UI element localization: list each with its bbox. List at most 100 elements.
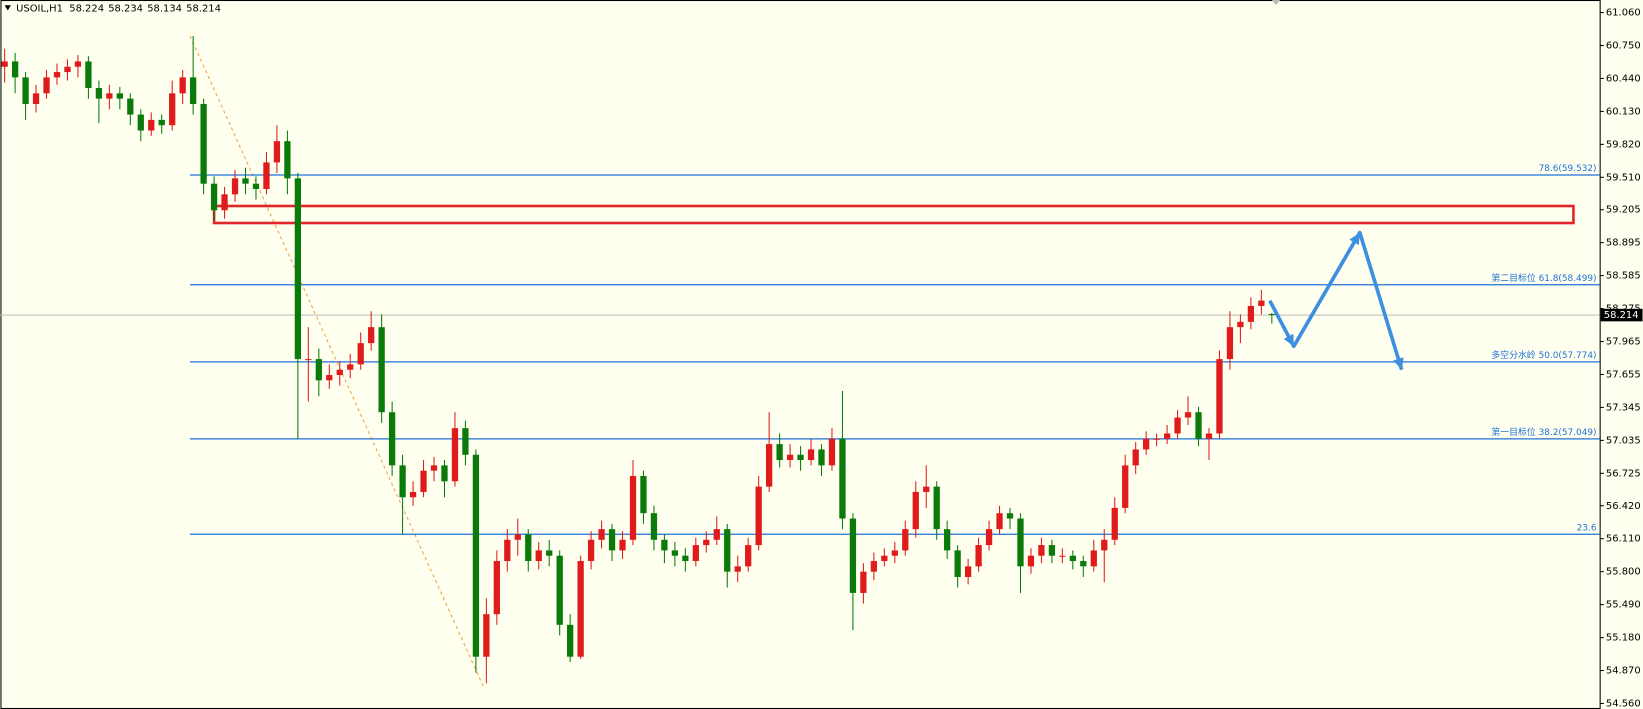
quote-high: 58.234	[108, 3, 143, 14]
candle-body	[1216, 359, 1223, 434]
y-tick-label: 55.490	[1606, 600, 1641, 611]
candle-body	[996, 513, 1003, 530]
candle-body	[1143, 438, 1150, 450]
candle-body	[1268, 314, 1275, 316]
candle-body	[891, 550, 898, 556]
candle-body	[399, 465, 406, 498]
candle-body	[263, 162, 270, 189]
y-tick-label: 56.420	[1606, 501, 1641, 512]
candle-body	[556, 555, 563, 625]
projection-path	[1268, 230, 1404, 371]
candle-body	[420, 470, 427, 492]
candle-body	[1226, 327, 1234, 360]
candle-body	[828, 438, 836, 466]
candle-body	[839, 438, 846, 519]
candle-body	[755, 486, 762, 546]
candle-body	[818, 449, 825, 466]
candle-body	[284, 141, 291, 179]
candle-body	[629, 475, 637, 540]
candle-body	[640, 475, 647, 514]
candle-body	[577, 561, 584, 657]
candle-body	[1, 61, 8, 67]
candle-body	[682, 555, 689, 562]
candle-body	[745, 545, 752, 567]
fib-label: 78.6(59.532)	[1539, 164, 1597, 174]
candle-body	[462, 428, 469, 455]
candle-body	[1080, 561, 1087, 567]
candle-body	[305, 359, 312, 361]
candle-body	[671, 550, 679, 556]
candle-body	[598, 529, 605, 540]
y-tick-label: 54.870	[1606, 666, 1641, 677]
candle-body	[451, 428, 459, 482]
candle-body	[1059, 555, 1066, 557]
candle-body	[504, 539, 511, 562]
candle-body	[106, 93, 113, 99]
candle-body	[179, 77, 186, 94]
candle-body	[200, 103, 207, 184]
candle-body	[53, 72, 61, 78]
candle-body	[1101, 539, 1108, 551]
candle-body	[734, 566, 741, 572]
candle-body	[881, 555, 888, 562]
candle-body	[148, 119, 155, 131]
y-tick-label: 60.440	[1606, 73, 1641, 84]
candle-body	[1027, 555, 1035, 567]
candle-body	[1205, 433, 1213, 439]
candle-body	[347, 364, 354, 370]
candle-body	[137, 114, 144, 131]
candle-body	[294, 178, 302, 360]
y-tick-label: 60.130	[1606, 106, 1641, 117]
candle-body	[619, 539, 626, 551]
candle-body	[378, 327, 385, 413]
candle-body	[169, 93, 176, 126]
fib-label: 多空分水岭 50.0(57.774)	[1491, 349, 1596, 361]
candle-body	[923, 486, 930, 492]
y-tick-label: 55.180	[1606, 633, 1641, 644]
candle-body	[336, 369, 343, 376]
candle-body	[985, 529, 993, 546]
fib-label: 23.6	[1577, 523, 1597, 533]
candle-body	[1006, 513, 1014, 519]
candle-body	[1163, 433, 1171, 439]
projection-arrowhead	[1349, 232, 1360, 246]
y-tick-label: 54.560	[1606, 698, 1641, 709]
candle-body	[210, 183, 218, 211]
candle-body	[221, 194, 228, 211]
candle-body	[315, 359, 322, 381]
candle-body	[776, 444, 783, 461]
candle-body	[95, 88, 103, 99]
candle-body	[273, 141, 281, 163]
candle-body	[472, 454, 480, 657]
candle-body	[608, 529, 616, 551]
projection-arrowhead	[1283, 333, 1294, 347]
candle-body	[975, 545, 982, 567]
candle-body	[116, 93, 123, 99]
header: USOIL,H1 58.224 58.234 58.134 58.214	[16, 3, 221, 14]
candle-body	[724, 529, 731, 572]
candle-body	[1153, 438, 1160, 440]
quote-close: 58.214	[186, 3, 221, 14]
candle-body	[514, 534, 521, 540]
y-tick-label: 56.725	[1606, 468, 1641, 479]
quote-open: 58.224	[69, 3, 104, 14]
candle-body	[849, 518, 857, 593]
candle-body	[430, 465, 438, 471]
candle-body	[1017, 518, 1024, 567]
candle-body	[368, 327, 375, 344]
y-tick-label: 59.205	[1606, 205, 1641, 216]
candle-body	[74, 61, 82, 67]
candle-body	[1258, 300, 1265, 306]
candle-body	[1174, 417, 1181, 434]
fib-label: 第二目标位 61.8(58.499)	[1491, 272, 1596, 284]
y-tick-label: 60.750	[1606, 40, 1641, 51]
candle-body	[1090, 550, 1097, 567]
y-tick-label: 58.895	[1606, 238, 1641, 249]
candle-body	[1247, 305, 1255, 322]
candle-body	[964, 566, 972, 577]
candle-body	[713, 529, 720, 540]
candle-body	[127, 98, 134, 115]
menu-icon	[4, 5, 11, 11]
